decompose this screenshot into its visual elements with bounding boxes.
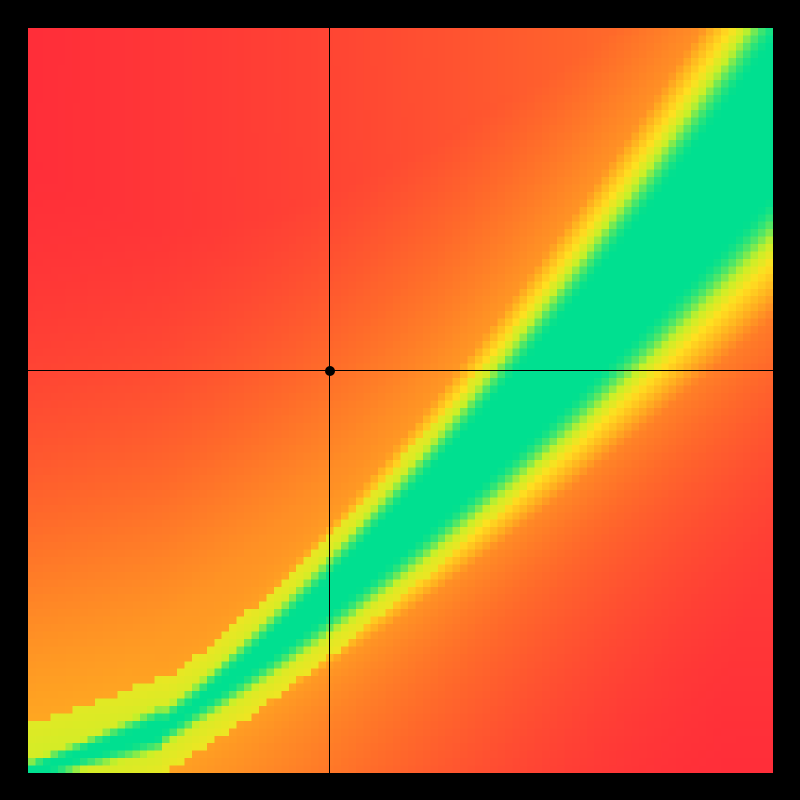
watermark-text: TheBottlenecker.com	[557, 6, 780, 32]
point-marker	[325, 366, 335, 376]
crosshair-horizontal	[28, 370, 773, 371]
heatmap-canvas	[28, 28, 773, 773]
crosshair-vertical	[329, 28, 330, 773]
